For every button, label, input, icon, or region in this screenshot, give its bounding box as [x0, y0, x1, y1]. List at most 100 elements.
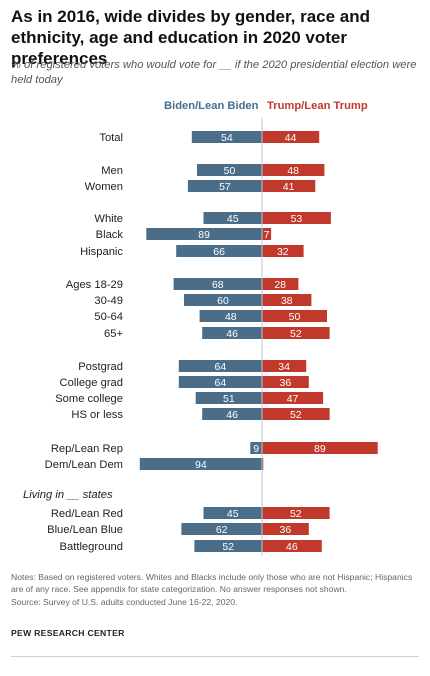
- category-label: 65+: [104, 328, 123, 340]
- bar-biden: [197, 164, 262, 176]
- value-label-biden: 66: [213, 246, 225, 258]
- value-label-biden: 57: [219, 181, 231, 193]
- bar-biden: [176, 245, 262, 257]
- bar-biden: [187, 180, 262, 192]
- bar-trump: [262, 408, 330, 420]
- category-label: Battleground: [60, 541, 123, 553]
- bar-biden: [139, 458, 262, 470]
- bar-trump: [262, 131, 320, 143]
- category-label: Ages 18-29: [66, 279, 123, 291]
- value-label-biden: 89: [198, 229, 210, 241]
- value-label-trump: 36: [280, 524, 292, 536]
- bar-trump: [262, 327, 330, 339]
- value-label-biden: 94: [195, 459, 207, 471]
- category-label: College grad: [60, 377, 123, 389]
- value-label-trump: 44: [285, 132, 297, 144]
- bar-biden: [146, 228, 262, 240]
- value-label-trump: 7: [264, 229, 270, 241]
- category-label: Total: [99, 132, 123, 144]
- value-label-biden: 48: [225, 311, 237, 323]
- bar-trump: [262, 180, 316, 192]
- bar-trump: [262, 458, 264, 470]
- bar-biden: [195, 392, 262, 404]
- bar-biden: [191, 131, 262, 143]
- bar-biden: [250, 442, 262, 454]
- bar-trump: [262, 278, 299, 290]
- bar-trump: [262, 523, 309, 535]
- value-label-trump: 52: [290, 508, 302, 520]
- bar-biden: [203, 212, 262, 224]
- value-label-trump: 46: [286, 541, 298, 553]
- value-label-trump: 38: [281, 295, 293, 307]
- value-label-biden: 60: [217, 295, 229, 307]
- value-label-biden: 9: [253, 443, 259, 455]
- chart-subtitle: % of registered voters who would vote fo…: [11, 59, 417, 86]
- bar-trump: [262, 360, 307, 372]
- legend-biden: Biden/Lean Biden: [164, 100, 259, 112]
- category-label: HS or less: [71, 409, 123, 421]
- bar-biden: [184, 294, 262, 306]
- value-label-biden: 45: [227, 213, 239, 225]
- bar-trump: [262, 212, 331, 224]
- value-label-biden: 64: [215, 361, 227, 373]
- value-label-biden: 52: [222, 541, 234, 553]
- bar-biden: [203, 507, 262, 519]
- value-label-trump: 50: [289, 311, 301, 323]
- bar-trump: [262, 376, 309, 388]
- value-label-biden: 62: [216, 524, 228, 536]
- category-label: Dem/Lean Dem: [45, 459, 123, 471]
- bar-biden: [178, 360, 262, 372]
- bar-trump: [262, 245, 304, 257]
- value-label-biden: 46: [226, 328, 238, 340]
- value-label-trump: 52: [290, 328, 302, 340]
- value-label-biden: 68: [212, 279, 224, 291]
- value-label-biden: 54: [221, 132, 233, 144]
- value-label-trump: 53: [291, 213, 303, 225]
- value-label-biden: 51: [223, 393, 235, 405]
- value-label-biden: 46: [226, 409, 238, 421]
- diverging-bar-chart: Total 54 44 Men 50 48 Women 57 41 White 45 53 Black 8…: [23, 118, 378, 556]
- bar-biden: [181, 523, 262, 535]
- notes-text: Notes: Based on registered voters. White…: [11, 572, 413, 595]
- category-label: Postgrad: [78, 361, 123, 373]
- bar-biden: [194, 540, 262, 552]
- category-label: White: [94, 213, 123, 225]
- category-label: Red/Lean Red: [51, 508, 123, 520]
- category-label: Some college: [55, 393, 123, 405]
- category-label: 50-64: [94, 311, 123, 323]
- value-label-trump: 89: [314, 443, 326, 455]
- value-label-biden: 45: [227, 508, 239, 520]
- bar-trump: [262, 310, 327, 322]
- bar-biden: [199, 310, 262, 322]
- bar-trump: [262, 294, 312, 306]
- organization-name: PEW RESEARCH CENTER: [11, 628, 125, 638]
- bar-biden: [202, 408, 262, 420]
- bar-trump: [262, 540, 322, 552]
- bar-trump: [262, 507, 330, 519]
- source-text: Source: Survey of U.S. adults conducted …: [11, 596, 238, 607]
- value-label-biden: 64: [215, 377, 227, 389]
- category-label: Black: [96, 229, 124, 241]
- bar-trump: [262, 164, 325, 176]
- value-label-trump: 47: [287, 393, 299, 405]
- chart-title: As in 2016, wide divides by gender, race…: [11, 7, 371, 68]
- value-label-trump: 32: [277, 246, 289, 258]
- section-header: Living in __ states: [23, 489, 113, 501]
- category-label: Blue/Lean Blue: [47, 524, 123, 536]
- legend-trump: Trump/Lean Trump: [267, 100, 368, 112]
- value-label-trump: 28: [274, 279, 286, 291]
- bar-trump: [262, 392, 324, 404]
- category-label: Hispanic: [80, 246, 123, 258]
- value-label-trump: 34: [278, 361, 290, 373]
- bar-biden: [202, 327, 262, 339]
- value-label-trump: 48: [287, 165, 299, 177]
- category-label: Men: [101, 165, 123, 177]
- value-label-biden: 50: [224, 165, 236, 177]
- bar-biden: [178, 376, 262, 388]
- category-label: Women: [85, 181, 123, 193]
- bar-trump: [262, 442, 378, 454]
- value-label-trump: 41: [283, 181, 295, 193]
- value-label-trump: 52: [290, 409, 302, 421]
- category-label: Rep/Lean Rep: [51, 443, 123, 455]
- value-label-trump: 36: [280, 377, 292, 389]
